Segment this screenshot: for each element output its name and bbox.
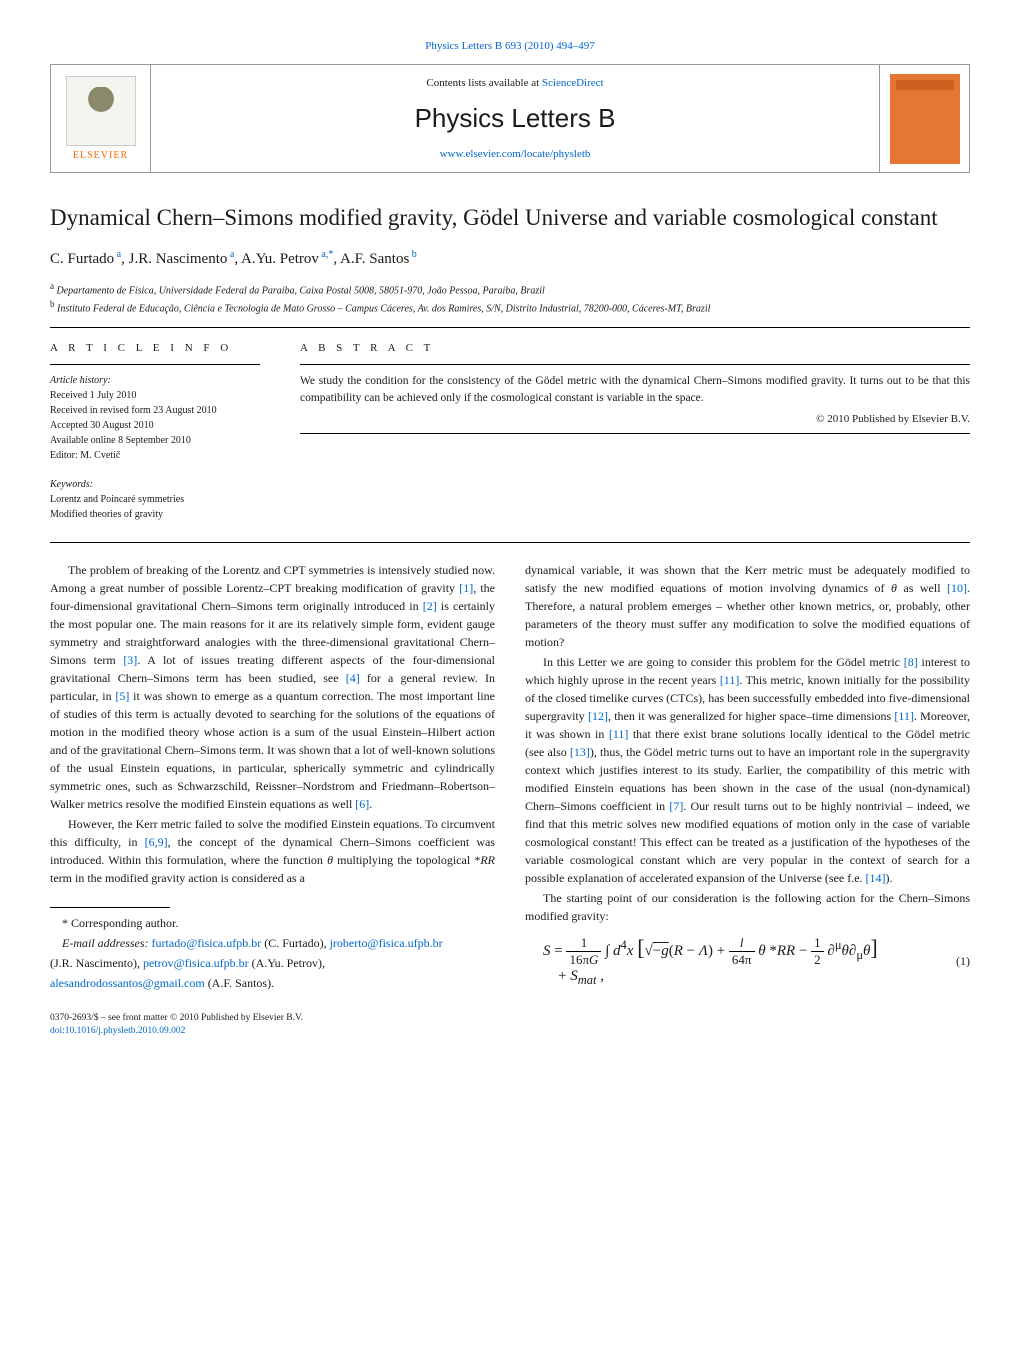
journal-url-wrap: www.elsevier.com/locate/physletb: [163, 148, 867, 160]
body-para: In this Letter we are going to consider …: [525, 653, 970, 887]
rule: [50, 327, 970, 328]
journal-header: ELSEVIER Contents lists available at Sci…: [50, 64, 970, 173]
history-accepted: Accepted 30 August 2010: [50, 418, 260, 433]
history-editor: Editor: M. Cvetič: [50, 448, 260, 463]
ref-link[interactable]: [6,9]: [145, 835, 168, 849]
email-link[interactable]: petrov@fisica.ufpb.br: [143, 956, 249, 970]
header-center: Contents lists available at ScienceDirec…: [151, 65, 879, 172]
body-para: The problem of breaking of the Lorentz a…: [50, 561, 495, 813]
email-name: (C. Furtado): [264, 936, 323, 950]
body-para: The starting point of our consideration …: [525, 889, 970, 925]
keywords-label: Keywords:: [50, 477, 260, 492]
history-online: Available online 8 September 2010: [50, 433, 260, 448]
paper-title: Dynamical Chern–Simons modified gravity,…: [50, 203, 970, 233]
affil-sup: a: [227, 249, 234, 260]
issn-line: 0370-2693/$ – see front matter © 2010 Pu…: [50, 1012, 495, 1025]
keywords-block: Keywords: Lorentz and Poincaré symmetrie…: [50, 477, 260, 522]
affil-sup: a,*: [319, 249, 333, 260]
email-name: (J.R. Nascimento): [50, 956, 137, 970]
ref-link[interactable]: [1]: [459, 581, 473, 595]
ref-link[interactable]: [10]: [947, 581, 967, 595]
equation-block: S = 116πG ∫ d4x [√−g(R − Λ) + l64π θ *RR…: [525, 935, 970, 988]
abstract-text: We study the condition for the consisten…: [300, 373, 970, 408]
body-columns: The problem of breaking of the Lorentz a…: [50, 561, 970, 1039]
email-link[interactable]: alesandrodossantos@gmail.com: [50, 976, 205, 990]
email-link[interactable]: jroberto@fisica.ufpb.br: [330, 936, 443, 950]
footnote-separator: [50, 907, 170, 908]
rule: [300, 364, 970, 365]
affiliation-b: b Instituto Federal de Educação, Ciência…: [50, 298, 970, 316]
equation: S = 116πG ∫ d4x [√−g(R − Λ) + l64π θ *RR…: [525, 935, 956, 988]
email-label: E-mail addresses:: [62, 936, 149, 950]
email-line: E-mail addresses: furtado@fisica.ufpb.br…: [50, 934, 495, 952]
elsevier-logo: ELSEVIER: [51, 65, 151, 172]
ref-link[interactable]: [8]: [904, 655, 918, 669]
ref-link[interactable]: [3]: [123, 653, 137, 667]
keyword: Modified theories of gravity: [50, 507, 260, 522]
history-received: Received 1 July 2010: [50, 388, 260, 403]
contents-prefix: Contents lists available at: [426, 77, 541, 89]
ref-link[interactable]: [11]: [894, 709, 914, 723]
info-abstract-row: A R T I C L E I N F O Article history: R…: [50, 342, 970, 522]
elsevier-text: ELSEVIER: [73, 150, 128, 161]
ref-link[interactable]: [13]: [570, 745, 590, 759]
elsevier-tree-icon: [66, 76, 136, 146]
affil-sup: b: [409, 249, 417, 260]
affil-sup: a: [114, 249, 121, 260]
abstract-column: A B S T R A C T We study the condition f…: [300, 342, 970, 522]
email-line: alesandrodossantos@gmail.com (A.F. Santo…: [50, 974, 495, 992]
email-line: (J.R. Nascimento), petrov@fisica.ufpb.br…: [50, 954, 495, 972]
equation-number: (1): [956, 954, 970, 969]
footnotes: * Corresponding author. E-mail addresses…: [50, 914, 495, 992]
contents-line: Contents lists available at ScienceDirec…: [163, 77, 867, 89]
email-name: (A.Yu. Petrov): [252, 956, 322, 970]
top-citation: Physics Letters B 693 (2010) 494–497: [50, 40, 970, 52]
abstract-header: A B S T R A C T: [300, 342, 970, 354]
ref-link[interactable]: [12]: [588, 709, 608, 723]
cover-image: [890, 74, 960, 164]
ref-link[interactable]: [4]: [346, 671, 360, 685]
doi-link[interactable]: doi:10.1016/j.physletb.2010.09.002: [50, 1026, 185, 1036]
bottom-meta: 0370-2693/$ – see front matter © 2010 Pu…: [50, 1012, 495, 1039]
sciencedirect-link[interactable]: ScienceDirect: [542, 77, 604, 89]
affiliation-a: a Departamento de Física, Universidade F…: [50, 280, 970, 298]
email-name: (A.F. Santos): [208, 976, 271, 990]
ref-link[interactable]: [2]: [423, 599, 437, 613]
ref-link[interactable]: [6]: [355, 797, 369, 811]
email-link[interactable]: furtado@fisica.ufpb.br: [152, 936, 262, 950]
rule: [50, 364, 260, 365]
history-block: Article history: Received 1 July 2010 Re…: [50, 373, 260, 463]
copyright: © 2010 Published by Elsevier B.V.: [300, 413, 970, 425]
body-para: dynamical variable, it was shown that th…: [525, 561, 970, 651]
history-label: Article history:: [50, 373, 260, 388]
ref-link[interactable]: [5]: [115, 689, 129, 703]
history-revised: Received in revised form 23 August 2010: [50, 403, 260, 418]
body-col-left: The problem of breaking of the Lorentz a…: [50, 561, 495, 1039]
journal-name: Physics Letters B: [163, 103, 867, 134]
rule: [50, 542, 970, 543]
ref-link[interactable]: [11]: [720, 673, 740, 687]
ref-link[interactable]: [14]: [866, 871, 886, 885]
body-para: However, the Kerr metric failed to solve…: [50, 815, 495, 887]
corresponding-author: * Corresponding author.: [50, 914, 495, 932]
cover-thumbnail: [879, 65, 969, 172]
ref-link[interactable]: [7]: [669, 799, 683, 813]
article-info: A R T I C L E I N F O Article history: R…: [50, 342, 260, 522]
body-col-right: dynamical variable, it was shown that th…: [525, 561, 970, 1039]
journal-url-link[interactable]: www.elsevier.com/locate/physletb: [440, 148, 591, 160]
ref-link[interactable]: [11]: [609, 727, 629, 741]
affiliations: a Departamento de Física, Universidade F…: [50, 280, 970, 317]
keyword: Lorentz and Poincaré symmetries: [50, 492, 260, 507]
rule: [300, 433, 970, 434]
article-info-header: A R T I C L E I N F O: [50, 342, 260, 354]
authors-line: C. Furtado a, J.R. Nascimento a, A.Yu. P…: [50, 249, 970, 268]
